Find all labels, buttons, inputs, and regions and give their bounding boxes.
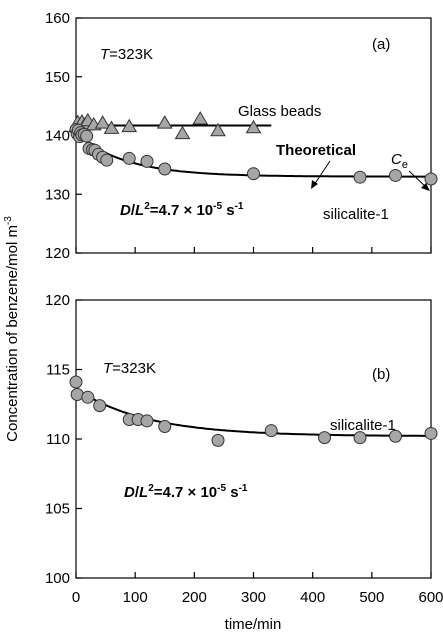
panel-b-temperature-val: =323K [112,360,156,377]
panel-a-dl-exp: -5 [213,201,222,212]
ce-label: Ce [391,151,408,171]
panel-b-dl-formula: D/L2=4.7 × 10-5 s-1 [124,483,248,501]
x-tick-label: 400 [300,589,325,606]
silicalite-point [140,154,154,168]
panel-a-silicalite-label: silicalite-1 [323,206,389,223]
silicalite-point [389,168,402,182]
y-tick-label: 120 [45,245,70,262]
panel-b-temperature-var: T [103,360,114,377]
panel-a-dl-sup: 2 [144,201,150,212]
panel-a-dl-value: =4.7 × 10 [150,202,213,219]
y-tick-label: 115 [46,362,70,379]
panel-b-dl-unit: s [226,484,239,501]
silicalite-point [424,172,438,186]
y-axis-title-sup: -3 [3,216,14,225]
silicalite-point [264,424,278,438]
y-tick-label: 150 [45,69,70,86]
silicalite-point [247,167,260,181]
panel-b-dl-value: =4.7 × 10 [154,484,217,501]
y-tick-label: 130 [45,186,70,203]
panel-b-points [69,375,438,447]
theoretical-arrow [313,160,331,186]
panel-a-label: (a) [372,36,390,53]
panel-a-dl-d: D [120,202,131,219]
x-tick-label: 600 [418,589,443,606]
panel-b-dl-slash: / [135,484,140,501]
silicalite-point [353,431,367,445]
ce-arrowhead [421,183,430,191]
silicalite-point [100,153,114,167]
panel-b-y-ticks: 100 105 110 115 120 [45,292,82,587]
silicalite-point [81,390,95,404]
x-tick-label: 500 [359,589,384,606]
ce-var: C [391,151,402,168]
silicalite-point [70,388,84,402]
panel-b-x-ticks: 0 100 200 300 400 500 600 [72,572,443,606]
glass-beads-point [210,122,226,137]
glass-beads-point [103,120,120,134]
y-tick-label: 120 [45,292,70,309]
panel-a-temperature: T=323K [100,46,153,63]
silicalite-point [389,429,402,443]
glass-beads-point [245,119,262,134]
x-axis-title: time/min [225,616,282,633]
panel-a-x-ticks [75,247,432,253]
silicalite-point [158,162,172,176]
panel-a-dl-slash: / [131,202,136,219]
y-tick-label: 160 [45,10,70,27]
panel-a-dl-l: L [135,202,144,219]
y-axis-title: Concentration of benzene/mol m-3 [3,216,21,442]
silicalite-point [69,375,83,389]
glass-beads-point [192,111,209,125]
glass-beads-point [156,115,173,129]
silicalite-point [424,426,438,440]
y-tick-label: 100 [45,570,70,587]
panel-a-points [68,111,438,186]
panel-a-temperature-val: =323K [109,46,153,63]
panel-b-dl-exp: -5 [217,483,226,494]
panel-a-dl-unit-exp: -1 [235,201,244,212]
panel-b-temperature: T=323K [103,360,156,377]
silicalite-point [318,431,331,445]
panel-a-temperature-var: T [100,46,111,63]
x-tick-label: 300 [241,589,266,606]
panel-b-dl-unit-exp: -1 [239,483,248,494]
panel-a-dl-unit: s [222,202,235,219]
theoretical-label: Theoretical [276,142,356,159]
silicalite-point [140,414,154,428]
panel-b-silicalite-label: silicalite-1 [330,417,396,434]
panel-b-dl-d: D [124,484,135,501]
y-tick-label: 140 [45,128,70,145]
panel-a-y-ticks: 120 130 140 150 160 [45,10,82,262]
silicalite-point [158,419,172,433]
y-tick-label: 110 [46,431,70,448]
x-tick-label: 100 [123,589,148,606]
panel-b-dl-l: L [139,484,148,501]
panel-a-dl-formula: D/L2=4.7 × 10-5 s-1 [120,201,244,219]
panel-b-label: (b) [372,366,390,383]
glass-beads-point [121,118,138,133]
silicalite-point [80,129,94,143]
glass-beads-point [94,115,111,129]
x-tick-label: 200 [182,589,207,606]
y-axis-title-text: Concentration of benzene/mol m [4,225,21,442]
panel-a: 120 130 140 150 160 (a) T=323K Glass beads T… [45,10,438,262]
silicalite-point [122,151,136,165]
silicalite-point [353,170,367,184]
theoretical-arrowhead [311,180,318,189]
ce-sub: e [402,159,408,171]
glass-beads-point [174,125,191,140]
panel-b-dl-sup: 2 [148,483,154,494]
y-tick-label: 105 [45,501,70,518]
silicalite-point [211,433,225,447]
x-tick-label: 0 [72,589,80,606]
panel-b-frame [75,299,432,579]
silicalite-point [93,399,107,413]
glass-beads-label: Glass beads [238,103,321,120]
